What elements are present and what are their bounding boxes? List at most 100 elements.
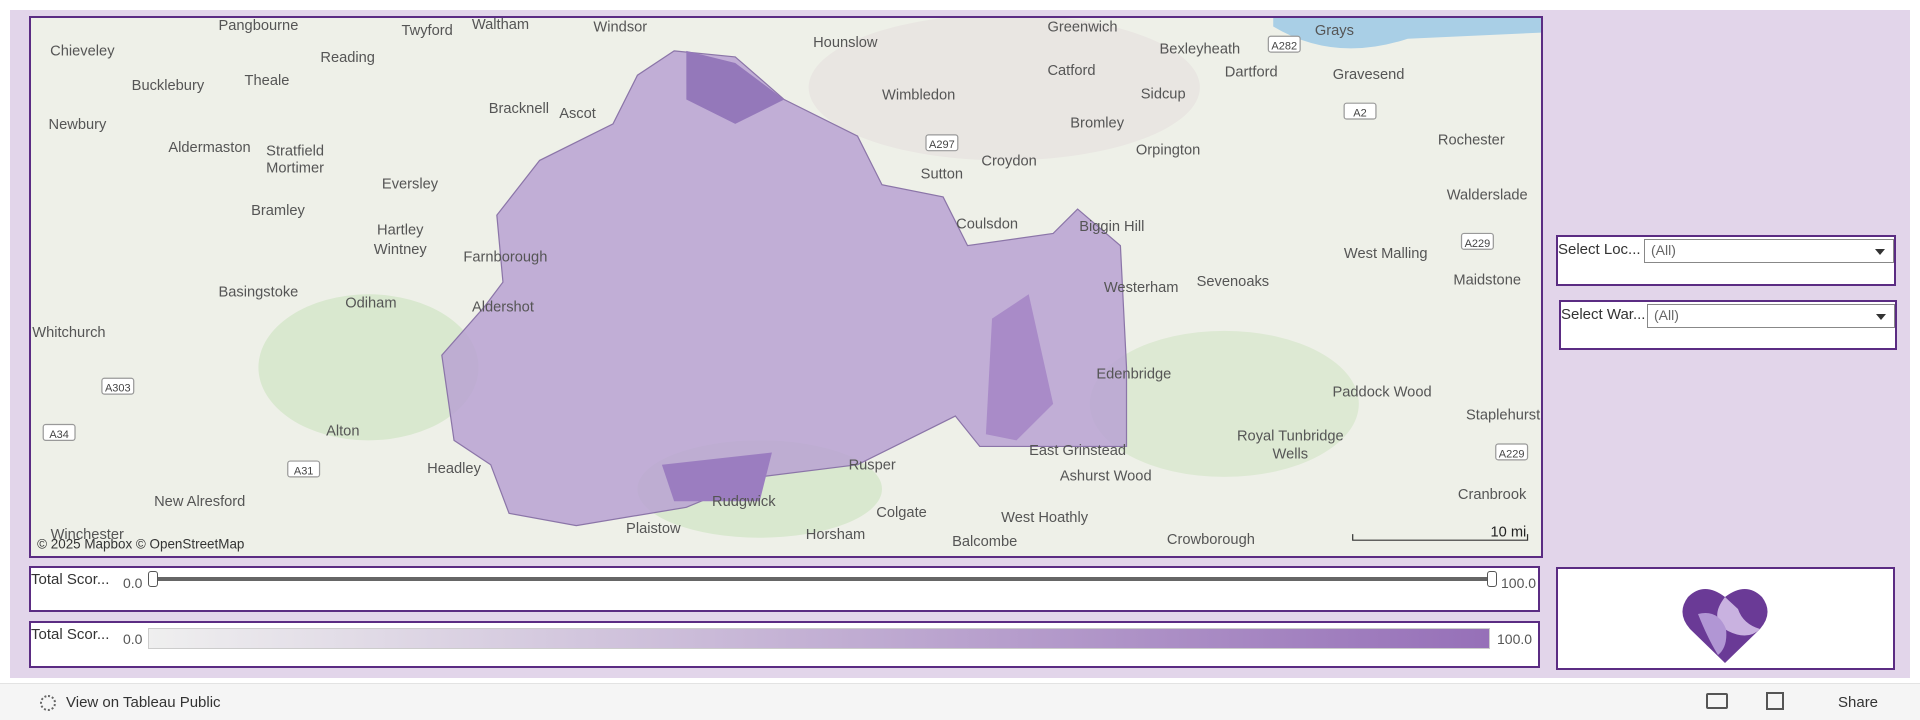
place-label: Stratfield (266, 144, 324, 160)
filter-panel: Select Loc... (All) (1556, 235, 1896, 286)
place-label: Croydon (981, 153, 1036, 169)
place-label: Sutton (921, 167, 963, 183)
place-label: Winchester (51, 527, 124, 543)
place-label: Windsor (593, 19, 647, 35)
slider-handle[interactable] (1487, 571, 1497, 587)
filter-label: Select War... (1561, 306, 1646, 323)
place-label: Staplehurst (1466, 408, 1540, 424)
legend-gradient (148, 628, 1490, 649)
place-label: Westerham (1104, 280, 1179, 296)
slider-max: 100.0 (1501, 575, 1537, 591)
place-label: Bramley (251, 203, 305, 219)
place-label: Ashurst Wood (1060, 469, 1152, 485)
place-label: Farnborough (463, 249, 547, 265)
road-label: A303 (105, 383, 131, 395)
road-shield (925, 134, 959, 152)
view-link[interactable]: View on Tableau Public (66, 694, 221, 711)
attribution: © 2025 Mapbox © OpenStreetMap (37, 537, 244, 552)
slider-track (153, 577, 1493, 581)
scale-label: 10 mi (1490, 525, 1526, 541)
logo-swirl (1717, 597, 1760, 636)
place-label: West Malling (1344, 246, 1428, 262)
park (258, 294, 479, 441)
place-label: East Grinstead (1029, 443, 1126, 459)
place-label: Aldershot (472, 299, 534, 315)
place-label: Ascot (559, 106, 596, 122)
place-label: Gravesend (1333, 67, 1405, 83)
place-label: Rusper (849, 458, 896, 474)
place-label: Catford (1047, 63, 1095, 79)
place-label: Bracknell (489, 101, 549, 117)
road-shield (101, 377, 135, 395)
place-label: Bexleyheath (1160, 41, 1241, 57)
place-label: Colgate (876, 505, 927, 521)
road-shield (42, 423, 76, 441)
place-label: Balcombe (952, 534, 1017, 550)
place-label: Twyford (401, 23, 452, 39)
place-label: Royal Tunbridge (1237, 428, 1344, 444)
place-label: Edenbridge (1096, 366, 1171, 382)
legend-panel: Total Scor... 0.0 100.0 (29, 621, 1540, 668)
place-label: Headley (427, 461, 481, 477)
road-shield (1460, 232, 1494, 250)
share-button[interactable]: Share (1838, 694, 1879, 711)
place-label: West Hoathly (1001, 510, 1089, 526)
slider-handle[interactable] (148, 571, 158, 587)
place-label: Biggin Hill (1079, 219, 1144, 235)
place-label: Sevenoaks (1197, 274, 1270, 290)
place-label: Wells (1273, 447, 1309, 463)
road-shield (1495, 443, 1529, 461)
road-label: A229 (1465, 238, 1491, 250)
toolbar: View on Tableau Public Share (0, 683, 1920, 720)
park (1089, 330, 1359, 477)
logo-panel (1556, 567, 1895, 670)
place-label: Bucklebury (132, 78, 205, 94)
region-area (686, 50, 785, 124)
place-label: Hounslow (813, 35, 878, 51)
fullscreen-button[interactable] (1766, 692, 1784, 710)
road-shield (1267, 35, 1301, 53)
road-label: A229 (1499, 448, 1525, 460)
place-label: Rudgwick (712, 494, 776, 510)
road-shield (1343, 102, 1377, 120)
road-label: A31 (294, 465, 314, 477)
filter-dropdown[interactable]: (All) (1644, 239, 1894, 263)
place-label: Maidstone (1453, 273, 1521, 289)
place-label: Dartford (1225, 64, 1278, 80)
place-label: Mortimer (266, 161, 324, 177)
filter-dropdown[interactable]: (All) (1647, 304, 1895, 328)
place-label: Cranbrook (1458, 487, 1527, 503)
slider-label: Total Scor... (31, 571, 110, 588)
place-label: New Alresford (154, 494, 245, 510)
place-label: Theale (245, 73, 290, 89)
filter-label: Select Loc... (1558, 241, 1641, 258)
place-label: Reading (320, 50, 375, 66)
region-area (985, 294, 1054, 441)
place-label: Pangbourne (218, 18, 298, 34)
place-label: Newbury (49, 117, 108, 133)
logo-swirl (1698, 613, 1727, 655)
slider-min: 0.0 (123, 575, 143, 591)
place-label: Odiham (345, 296, 396, 312)
place-label: Chieveley (50, 44, 115, 60)
place-label: Grays (1315, 23, 1354, 39)
road-shield (287, 460, 321, 478)
place-label: Bromley (1070, 116, 1124, 132)
place-label: Waltham (472, 18, 529, 33)
place-label: Basingstoke (218, 285, 298, 301)
download-button[interactable] (1706, 693, 1728, 709)
place-label: Walderslade (1447, 187, 1528, 203)
place-label: Crowborough (1167, 532, 1255, 548)
place-label: Rochester (1438, 133, 1505, 149)
slider-panel: Total Scor... 0.0 100.0 (29, 566, 1540, 612)
place-label: Eversley (382, 176, 439, 192)
place-label: Aldermaston (168, 140, 250, 156)
map-frame: Pangbourne Twyford Waltham Windsor Greenwich… (29, 16, 1543, 558)
legend-max: 100.0 (1497, 631, 1533, 647)
place-label: Greenwich (1047, 19, 1117, 35)
place-label: Orpington (1136, 142, 1200, 158)
place-label: Alton (326, 424, 359, 440)
place-label: Wintney (374, 242, 428, 258)
place-label: Wimbledon (882, 88, 955, 104)
